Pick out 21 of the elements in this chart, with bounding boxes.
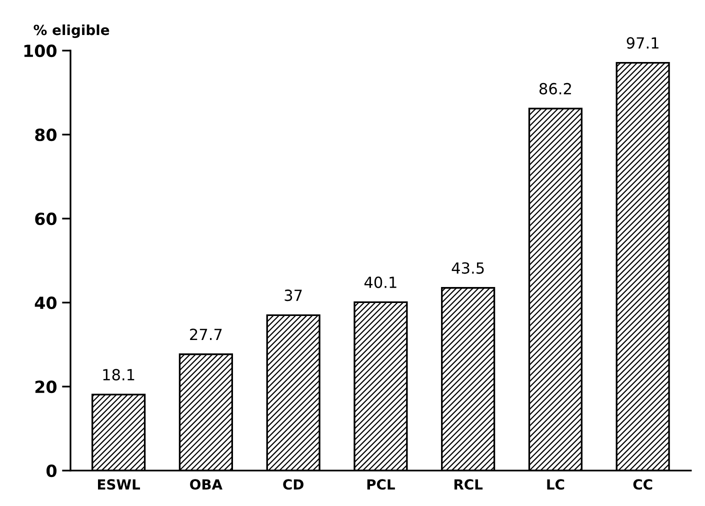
x-tick-label: LC	[547, 479, 564, 490]
data-label: 27.7	[190, 328, 222, 340]
y-tick-label: 0	[46, 464, 57, 478]
y-tick-label: 100	[24, 44, 57, 58]
x-tick-label: OBA	[190, 479, 222, 490]
x-tick-label: CD	[283, 479, 304, 490]
data-label: 97.1	[626, 37, 658, 49]
y-tick-label: 80	[35, 128, 57, 142]
x-tick-label: PCL	[367, 479, 395, 490]
x-tick-label: ESWL	[98, 479, 140, 490]
data-label: 43.5	[452, 262, 484, 274]
y-tick-label: 40	[34, 296, 57, 310]
y-tick-label: 60	[35, 212, 57, 226]
y-axis-title: % eligible	[34, 24, 110, 38]
data-label: 18.1	[103, 368, 134, 380]
data-label: 40.1	[364, 276, 396, 288]
data-label: 37	[284, 290, 302, 302]
data-label: 86.2	[539, 82, 571, 94]
x-tick-label: RCL	[454, 479, 483, 490]
y-tick-label: 20	[35, 380, 57, 394]
x-tick-label: CC	[633, 479, 652, 490]
